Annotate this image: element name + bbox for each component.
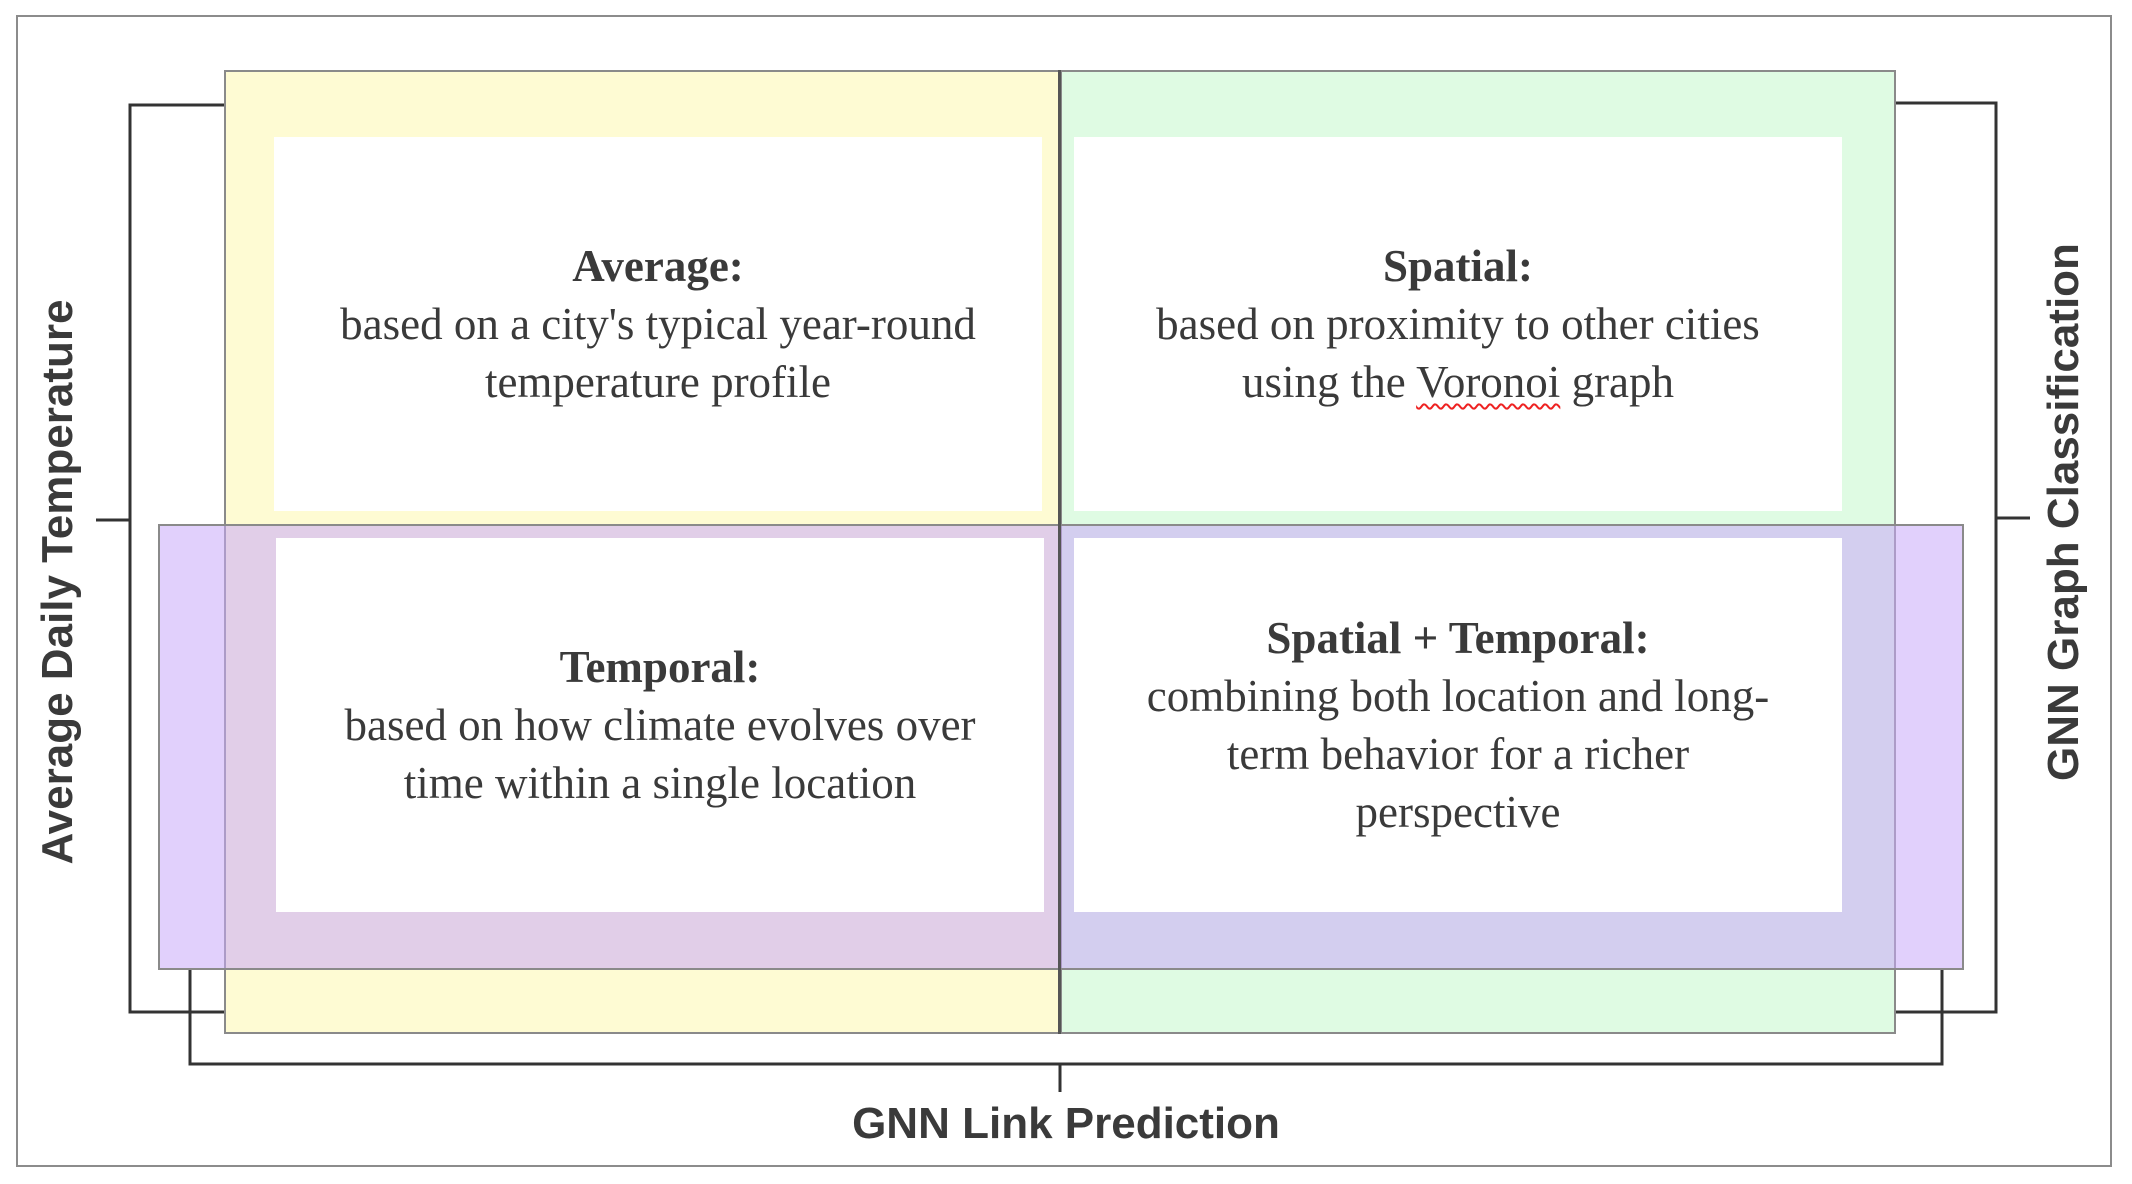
quadrant-spatial-temporal-title: Spatial + Temporal: — [1266, 609, 1649, 667]
quadrant-spatial-title: Spatial: — [1383, 237, 1533, 295]
axis-label-right: GNN Graph Classification — [2039, 243, 2089, 781]
bottom-bracket — [190, 970, 1942, 1092]
quadrant-spatial-body: based on proximity to other cities using… — [1156, 295, 1760, 411]
axis-label-bottom: GNN Link Prediction — [852, 1099, 1280, 1149]
spellcheck-marked-word: Voronoi — [1416, 357, 1560, 407]
quadrant-temporal-body: based on how climate evolves over time w… — [344, 696, 975, 812]
axis-label-left: Average Daily Temperature — [33, 300, 83, 865]
quadrant-average-body: based on a city's typical year-round tem… — [340, 295, 976, 411]
quadrant-temporal-title: Temporal: — [560, 638, 761, 696]
quadrant-spatial: Spatial: based on proximity to other cit… — [1074, 137, 1842, 511]
quadrant-average-title: Average: — [572, 237, 744, 295]
quadrant-average: Average: based on a city's typical year-… — [274, 137, 1042, 511]
quadrant-spatial-temporal-body: combining both location and long- term b… — [1147, 667, 1769, 841]
right-bracket — [1896, 103, 2030, 1012]
left-bracket — [96, 105, 224, 1012]
quadrant-spatial-body-end: graph — [1560, 357, 1674, 407]
quadrant-spatial-temporal: Spatial + Temporal: combining both locat… — [1074, 538, 1842, 912]
quadrant-temporal: Temporal: based on how climate evolves o… — [276, 538, 1044, 912]
